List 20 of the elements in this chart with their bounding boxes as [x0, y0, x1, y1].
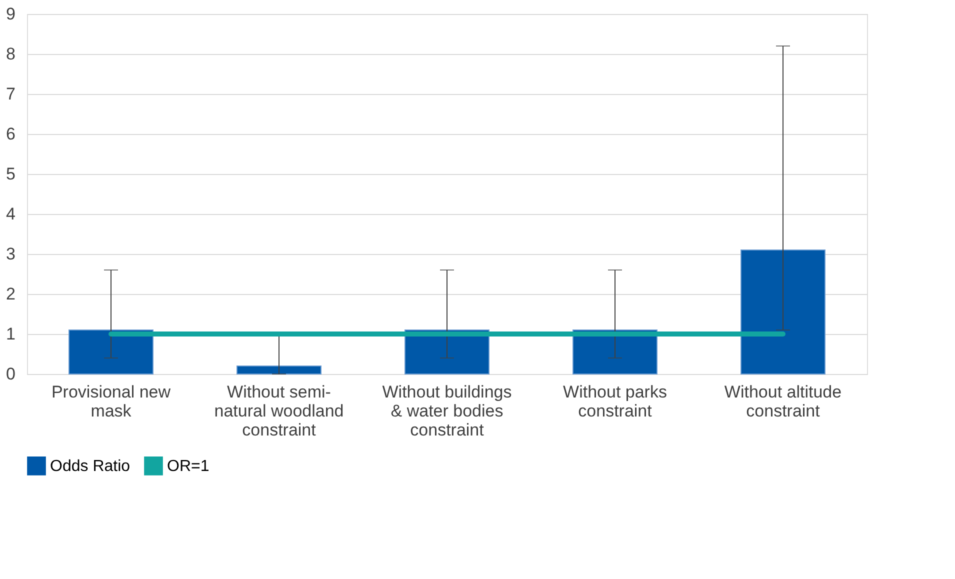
y-tick-label: 8	[6, 44, 16, 64]
y-tick-label: 6	[6, 124, 16, 144]
y-tick-label: 3	[6, 244, 16, 264]
x-tick-label: Without altitude constraint	[724, 382, 842, 420]
x-tick-label: Without semi-natural woodland constraint	[214, 382, 344, 440]
y-tick-label: 1	[6, 324, 16, 344]
y-tick-label: 2	[6, 284, 16, 304]
y-tick-label: 4	[6, 204, 16, 224]
bar	[68, 330, 154, 374]
bar	[236, 366, 322, 374]
x-tick-label: Without parks constraint	[563, 382, 667, 420]
y-tick-label: 0	[6, 364, 16, 384]
y-tick-label: 5	[6, 164, 16, 184]
x-tick-label: Provisional new mask	[51, 382, 172, 420]
legend-label: Odds Ratio	[50, 458, 130, 475]
x-tick-label: Without buildings & water bodies constraint	[382, 382, 512, 440]
bar	[740, 250, 826, 374]
legend-label: OR=1	[167, 458, 210, 475]
y-tick-label: 7	[6, 84, 16, 104]
y-tick-label: 9	[6, 4, 16, 24]
